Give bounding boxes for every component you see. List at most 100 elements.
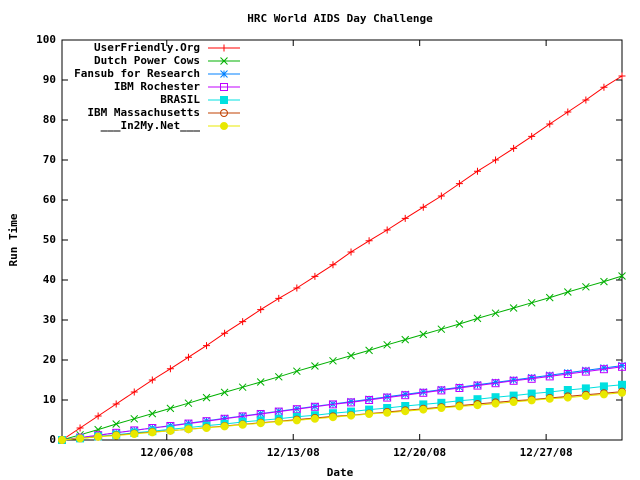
marker: [256, 419, 265, 428]
marker: [581, 384, 590, 393]
marker: [401, 335, 410, 344]
marker: [365, 395, 373, 404]
marker: [437, 404, 446, 412]
y-tick-label: 40: [43, 273, 56, 286]
marker: [527, 374, 536, 383]
marker: [292, 416, 301, 425]
x-axis-label: Date: [327, 466, 354, 479]
legend-marker: [220, 44, 228, 52]
y-tick-label: 100: [36, 33, 56, 46]
marker: [437, 386, 446, 395]
marker: [311, 362, 319, 370]
marker: [329, 261, 337, 269]
marker: [599, 365, 608, 374]
marker: [239, 318, 247, 326]
marker: [292, 367, 301, 376]
marker: [473, 314, 482, 323]
marker: [221, 329, 229, 337]
marker: [76, 434, 85, 443]
marker: [58, 436, 66, 444]
marker: [563, 288, 572, 296]
legend-label: IBM Massachusetts: [87, 106, 200, 119]
marker: [419, 388, 428, 397]
marker: [473, 380, 482, 389]
marker: [618, 72, 626, 80]
marker: [492, 156, 500, 164]
marker: [563, 386, 572, 394]
marker: [473, 401, 482, 410]
marker: [401, 407, 410, 416]
legend-marker: [220, 83, 228, 91]
marker: [527, 373, 536, 382]
marker: [546, 120, 554, 128]
x-tick-label: 12/27/08: [520, 446, 573, 459]
y-tick-label: 10: [43, 393, 56, 406]
marker: [347, 248, 355, 256]
series-line: [61, 384, 623, 441]
marker: [166, 404, 175, 413]
marker: [148, 409, 157, 418]
marker: [582, 282, 590, 291]
marker: [365, 410, 374, 418]
marker: [563, 393, 572, 402]
marker: [130, 414, 139, 423]
marker: [166, 426, 175, 435]
marker: [94, 412, 102, 420]
marker: [599, 390, 608, 399]
marker: [328, 413, 337, 422]
x-tick-label: 12/20/08: [393, 446, 446, 459]
marker: [437, 385, 446, 394]
legend-label: BRASIL: [160, 93, 200, 106]
marker: [94, 432, 103, 441]
marker: [401, 214, 409, 222]
marker: [328, 400, 337, 409]
marker: [618, 388, 626, 397]
marker: [292, 405, 301, 414]
marker: [455, 383, 464, 392]
y-tick-label: 0: [49, 433, 56, 446]
marker: [581, 392, 590, 400]
marker: [184, 399, 193, 408]
marker: [202, 424, 211, 432]
marker: [563, 370, 572, 378]
marker: [491, 378, 500, 387]
marker: [274, 372, 283, 381]
marker: [473, 167, 481, 175]
marker: [582, 366, 590, 375]
y-tick-label: 30: [43, 313, 56, 326]
marker: [510, 144, 518, 152]
legend-marker: [220, 96, 228, 104]
x-tick-label: 12/06/08: [140, 446, 193, 459]
y-tick-label: 80: [43, 113, 56, 126]
marker: [581, 367, 590, 376]
marker: [184, 353, 192, 361]
marker: [527, 396, 536, 405]
marker: [401, 390, 410, 399]
marker: [238, 383, 247, 392]
marker: [419, 405, 428, 414]
chart-title: HRC World AIDS Day Challenge: [247, 12, 433, 25]
marker: [600, 364, 608, 372]
marker: [618, 272, 626, 280]
marker: [238, 420, 247, 429]
marker: [455, 384, 464, 392]
legend-label: Dutch Power Cows: [94, 54, 200, 67]
marker: [329, 356, 337, 365]
legend-marker: [220, 57, 228, 65]
marker: [383, 226, 391, 234]
marker: [491, 379, 500, 388]
marker: [203, 342, 211, 350]
marker: [311, 272, 319, 280]
marker: [365, 346, 373, 355]
marker: [582, 96, 590, 104]
marker: [112, 400, 120, 408]
legend-label: IBM Rochester: [114, 80, 200, 93]
series-line: [61, 75, 623, 441]
marker: [365, 396, 374, 404]
marker: [347, 398, 356, 407]
marker: [437, 192, 445, 200]
marker: [509, 376, 518, 385]
marker: [112, 431, 121, 440]
y-tick-label: 60: [43, 193, 56, 206]
